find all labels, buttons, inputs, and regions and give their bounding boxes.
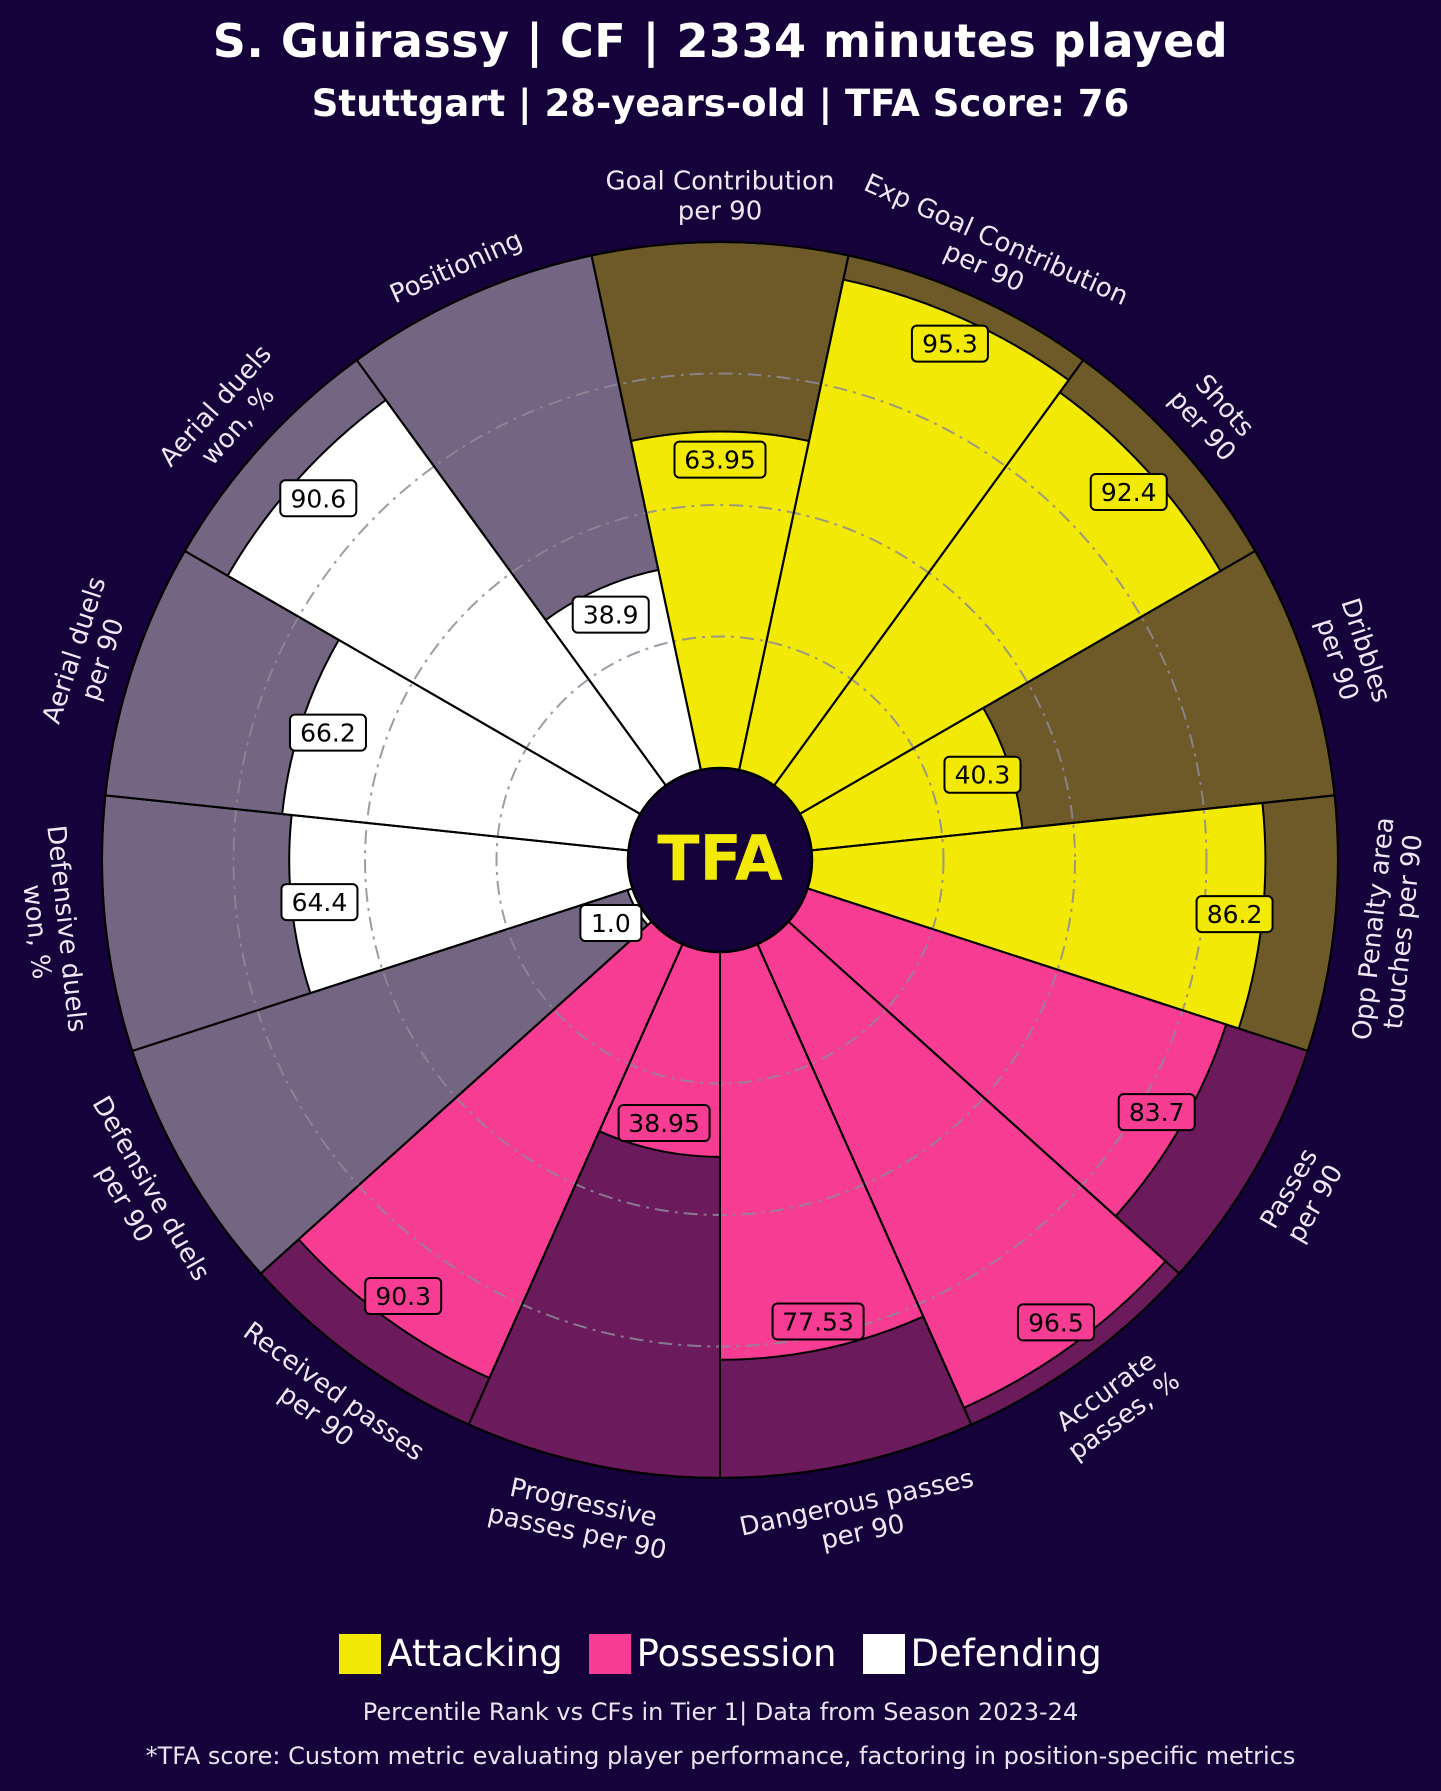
value-labels: 63.95 95.3 92.4 40.3 86.2 83.7 96.5 77.53 38.95 9… [279,324,1274,1342]
sector-boundary [807,887,1309,1052]
sector-boundary [773,359,1085,787]
value-label-text: 38.9 [583,601,639,630]
value-label-text: 64.4 [292,888,348,917]
value-sectors [226,278,1267,1410]
value-label-text: 83.7 [1129,1098,1185,1127]
value-label-progressive-passes-per-90: 38.95 [617,1104,711,1142]
footnote-tfa-definition: *TFA score: Custom metric evaluating pla… [145,1742,1296,1770]
sector-boundary [756,943,973,1425]
legend-item-possession: Possession [588,1632,837,1675]
value-label-accurate-passes: 96.5 [1016,1303,1095,1342]
legend-swatch-attacking [339,1633,382,1674]
value-label-box [288,713,367,752]
value-label-box [771,1302,865,1341]
sector-boundary [131,887,633,1052]
sector-boundary [799,550,1256,815]
legend-label-possession: Possession [636,1632,837,1675]
footnote-data-source: Percentile Rank vs CFs in Tier 1| Data f… [362,1698,1079,1726]
legend-item-attacking: Attacking [339,1632,563,1675]
legend-swatch-defending [862,1633,905,1674]
value-label-text: 40.3 [955,761,1011,790]
sector-boundary [738,255,850,771]
legend-swatch-possession [588,1633,631,1674]
value-label-exp-goal-contribution-per-90: 95.3 [910,324,989,363]
value-label-box [943,755,1022,794]
value-label-aerial-duels-won: 90.6 [279,479,358,518]
value-label-box [279,479,358,518]
value-label-text: 38.95 [628,1109,700,1138]
value-label-text: 63.95 [684,446,756,475]
value-label-received-passes-per-90: 90.3 [364,1277,443,1316]
legend-label-defending: Defending [910,1632,1102,1675]
value-label-aerial-duels-per-90: 66.2 [288,713,367,752]
sector-boundary [355,359,667,787]
sector-boundary [811,794,1335,852]
chart-title: S. Guirassy | CF | 2334 minutes played [212,14,1229,68]
value-label-text: 77.53 [782,1308,854,1337]
outer-ring [101,241,1339,1479]
value-label-opp-penalty-area-touches-per-90: 86.2 [1195,895,1274,934]
sector-boundary [184,550,641,815]
legend-item-defending: Defending [862,1632,1102,1675]
sector-boundary [787,920,1180,1275]
value-label-text: 90.3 [375,1282,431,1311]
logo-text: TFA [657,822,783,895]
value-label-goal-contribution-per-90: 63.95 [673,440,767,479]
value-label-box [910,324,989,363]
value-label-defensive-duels-won: 64.4 [280,883,359,922]
value-label-box [1089,472,1168,511]
value-label-box [571,595,650,634]
value-label-text: 90.6 [290,484,346,513]
value-label-box [579,904,643,942]
value-label-text: 92.4 [1101,478,1157,507]
value-label-box [1016,1303,1095,1342]
sector-boundaries [101,241,1339,1479]
chart-subtitle: Stuttgart | 28-years-old | TFA Score: 76 [311,82,1130,125]
value-label-box [673,440,767,479]
value-label-text: 1.0 [591,909,631,938]
logo-circle [626,766,814,954]
value-label-box [617,1104,711,1142]
value-label-shots-per-90: 92.4 [1089,472,1168,511]
value-label-text: 96.5 [1028,1308,1084,1337]
metric-label-line: per 90 [678,197,763,227]
value-label-box [1195,895,1274,934]
value-label-positioning: 38.9 [571,595,650,634]
sector-boundary [105,794,629,852]
legend: Attacking Possession Defending [0,1632,1441,1675]
value-label-box [364,1277,443,1316]
value-label-text: 95.3 [922,330,978,359]
sector-boundary [260,920,653,1275]
sector-boundary [590,255,702,771]
value-label-dribbles-per-90: 40.3 [943,755,1022,794]
value-label-defensive-duels-per-90: 1.0 [579,904,643,942]
metric-label-line: Goal Contribution [606,167,835,197]
legend-label-attacking: Attacking [387,1632,563,1675]
sector-boundary [467,943,684,1425]
value-label-text: 66.2 [300,719,356,748]
value-label-passes-per-90: 83.7 [1117,1093,1196,1132]
value-label-box [280,883,359,922]
value-label-text: 86.2 [1207,900,1263,929]
center-logo: TFA [626,766,814,954]
value-label-dangerous-passes-per-90: 77.53 [771,1302,865,1341]
value-label-box [1117,1093,1196,1132]
